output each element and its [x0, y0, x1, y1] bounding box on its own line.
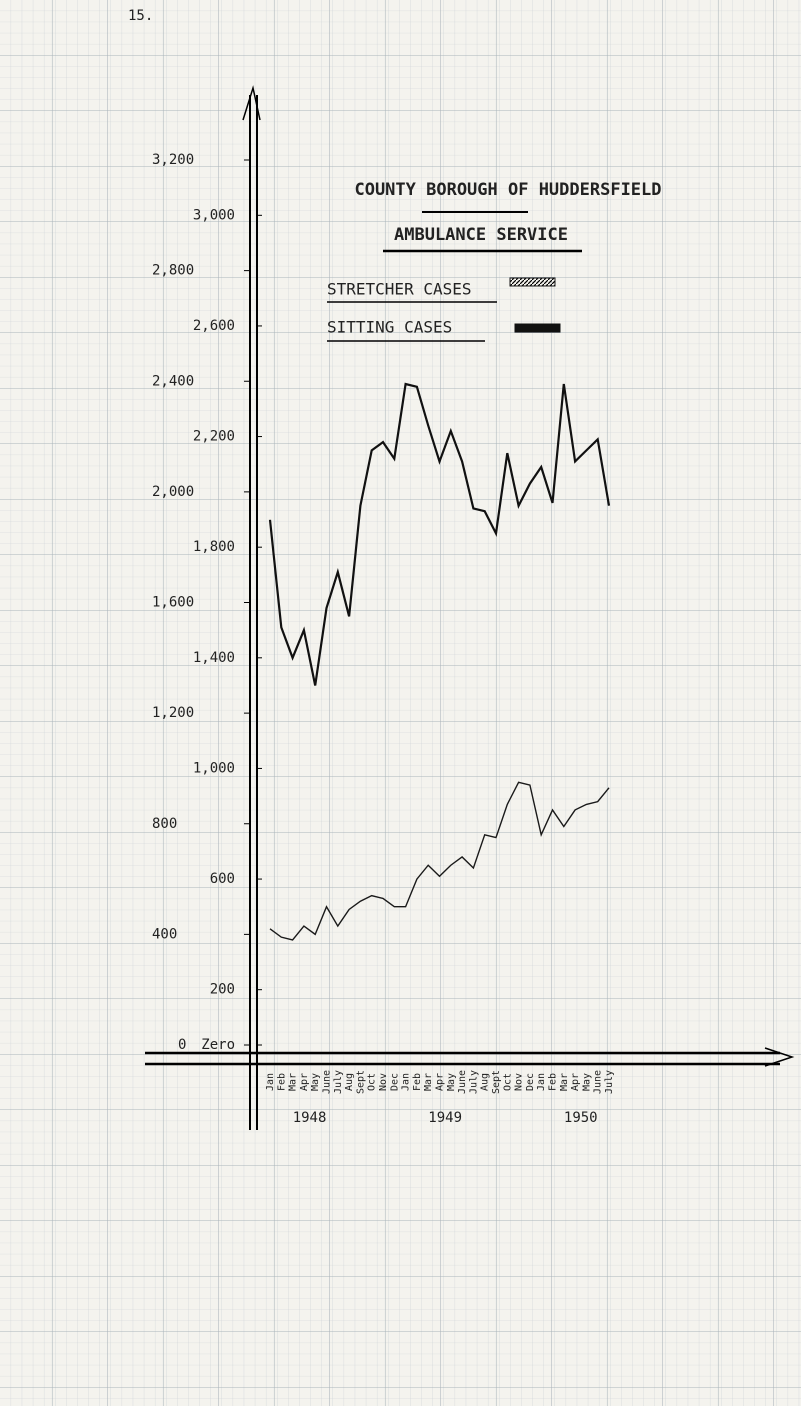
- year-label: 1949: [428, 1110, 462, 1126]
- y-tick-label: 800: [152, 816, 177, 832]
- y-axis-arrow: [242, 85, 261, 121]
- y-tick-label: 2,000: [152, 484, 194, 500]
- x-tick-label: June: [457, 1070, 468, 1094]
- legend-swatch: [514, 323, 561, 333]
- x-tick-label: Apr: [435, 1073, 446, 1091]
- x-tick-label: June: [322, 1070, 333, 1094]
- x-tick-label: Jan: [536, 1073, 547, 1091]
- x-tick-label: May: [581, 1073, 592, 1091]
- x-tick-label: Feb: [548, 1073, 559, 1091]
- x-tick-label: Apr: [570, 1073, 581, 1091]
- year-label: 1950: [564, 1110, 598, 1126]
- x-tick-label: Aug: [344, 1073, 355, 1091]
- x-tick-label: Sept: [491, 1070, 502, 1094]
- x-tick-label: May: [310, 1073, 321, 1091]
- y-tick-label: 2,400: [152, 373, 194, 389]
- x-tick-label: Jan: [401, 1073, 412, 1091]
- y2-tick-label: 200: [210, 982, 235, 998]
- x-tick-label: Nov: [514, 1073, 525, 1091]
- legend-label: STRETCHER CASES: [327, 280, 472, 299]
- x-tick-label: Jan: [265, 1073, 276, 1091]
- series-line: [268, 382, 611, 686]
- year-label: 1948: [293, 1110, 327, 1126]
- x-tick-label: May: [446, 1073, 457, 1091]
- x-axis-arrow: [764, 1047, 795, 1067]
- x-tick-label: Oct: [367, 1073, 378, 1091]
- y-tick-label: 2,800: [152, 263, 194, 279]
- y-tick-label: 1,600: [152, 595, 194, 611]
- x-tick-label: June: [593, 1070, 604, 1094]
- y2-tick-label: 600: [210, 871, 235, 887]
- y-tick-label: 1,200: [152, 705, 194, 721]
- chart-title: COUNTY BOROUGH OF HUDDERSFIELD: [354, 180, 661, 200]
- y2-tick-label: Zero: [201, 1037, 235, 1053]
- x-tick-label: Aug: [480, 1073, 491, 1091]
- y2-tick-label: 1,800: [193, 539, 235, 555]
- y2-tick-label: 1,000: [193, 760, 235, 776]
- x-tick-label: July: [333, 1070, 344, 1094]
- x-tick-label: Dec: [389, 1073, 400, 1091]
- x-tick-label: Apr: [299, 1073, 310, 1091]
- x-axis: [145, 1051, 780, 1066]
- x-tick-label: Feb: [412, 1073, 423, 1091]
- y-tick-label: 0: [178, 1037, 186, 1053]
- y-axis: [249, 95, 258, 1130]
- page-number: 15.: [128, 8, 153, 24]
- x-tick-label: Dec: [525, 1073, 536, 1091]
- x-tick-label: July: [604, 1070, 615, 1094]
- x-tick-label: Oct: [502, 1073, 513, 1091]
- y2-tick-label: 2,200: [193, 429, 235, 445]
- y2-tick-label: 1,400: [193, 650, 235, 666]
- x-tick-label: Mar: [423, 1073, 434, 1091]
- x-tick-label: Mar: [559, 1073, 570, 1091]
- y2-tick-label: 2,600: [193, 318, 235, 334]
- x-tick-label: Mar: [288, 1073, 299, 1091]
- x-tick-label: Feb: [276, 1073, 287, 1091]
- y2-tick-label: 3,000: [193, 207, 235, 223]
- legend-label: SITTING CASES: [327, 318, 452, 337]
- y-tick-label: 400: [152, 926, 177, 942]
- chart-subtitle: AMBULANCE SERVICE: [394, 225, 568, 245]
- x-tick-label: Nov: [378, 1073, 389, 1091]
- series-line: [269, 781, 610, 941]
- x-tick-label: July: [468, 1070, 479, 1094]
- x-tick-label: Sept: [355, 1070, 366, 1094]
- y-tick-label: 3,200: [152, 152, 194, 168]
- legend-swatch: [509, 277, 556, 287]
